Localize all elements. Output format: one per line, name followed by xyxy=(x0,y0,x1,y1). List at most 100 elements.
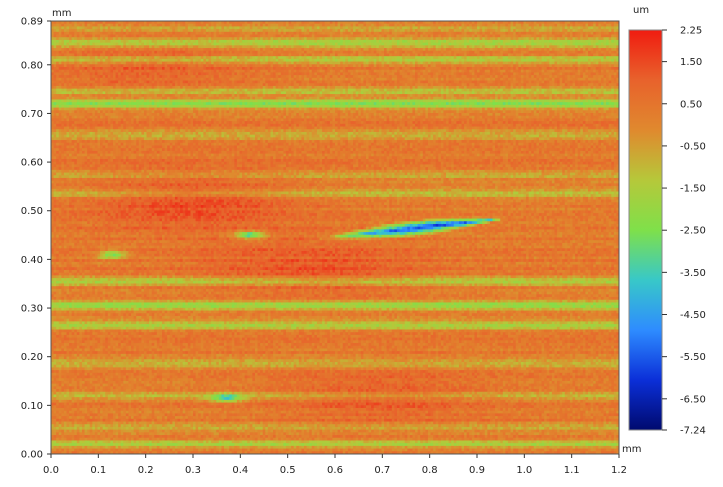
heatmap-cell xyxy=(227,62,230,65)
heatmap-cell xyxy=(338,64,341,67)
heatmap-cell xyxy=(446,70,449,73)
heatmap-cell xyxy=(604,51,607,54)
heatmap-cell xyxy=(139,45,142,48)
heatmap-cell xyxy=(307,70,310,73)
heatmap-cell xyxy=(361,59,364,62)
heatmap-cell xyxy=(296,62,299,65)
heatmap-cell xyxy=(157,24,160,27)
heatmap-cell xyxy=(363,24,366,27)
heatmap-cell xyxy=(273,64,276,67)
heatmap-cell xyxy=(593,40,596,43)
heatmap-cell xyxy=(203,45,206,48)
heatmap-cell xyxy=(438,72,441,75)
heatmap-cell xyxy=(531,51,534,54)
heatmap-cell xyxy=(443,43,446,46)
heatmap-cell xyxy=(147,45,150,48)
heatmap-cell xyxy=(144,32,147,35)
heatmap-cell xyxy=(508,26,511,29)
heatmap-cell xyxy=(384,53,387,56)
heatmap-cell xyxy=(134,62,137,65)
heatmap-cell xyxy=(190,56,193,59)
heatmap-cell xyxy=(216,40,219,43)
heatmap-cell xyxy=(87,53,90,56)
heatmap-cell xyxy=(224,24,227,27)
heatmap-cell xyxy=(121,32,124,35)
heatmap-cell xyxy=(366,72,369,75)
heatmap-cell xyxy=(446,37,449,40)
heatmap-cell xyxy=(232,51,235,54)
heatmap-cell xyxy=(500,48,503,51)
heatmap-cell xyxy=(208,72,211,75)
heatmap-cell xyxy=(232,24,235,27)
heatmap-cell xyxy=(268,26,271,29)
heatmap-cell xyxy=(165,43,168,46)
heatmap-cell xyxy=(400,43,403,46)
heatmap-cell xyxy=(353,56,356,59)
heatmap-cell xyxy=(449,70,452,73)
heatmap-cell xyxy=(575,24,578,27)
heatmap-cell xyxy=(123,40,126,43)
heatmap-cell xyxy=(593,35,596,38)
heatmap-cell xyxy=(165,56,168,59)
heatmap-cell xyxy=(296,59,299,62)
heatmap-cell xyxy=(601,64,604,67)
heatmap-cell xyxy=(232,72,235,75)
heatmap-cell xyxy=(511,48,514,51)
heatmap-cell xyxy=(198,62,201,65)
heatmap-cell xyxy=(539,43,542,46)
heatmap-cell xyxy=(580,45,583,48)
heatmap-cell xyxy=(431,40,434,43)
heatmap-cell xyxy=(565,37,568,40)
heatmap-cell xyxy=(518,72,521,75)
heatmap-cell xyxy=(118,62,121,65)
heatmap-cell xyxy=(172,45,175,48)
heatmap-cell xyxy=(258,53,261,56)
heatmap-cell xyxy=(428,26,431,29)
heatmap-cell xyxy=(601,37,604,40)
heatmap-cell xyxy=(549,35,552,38)
heatmap-cell xyxy=(500,64,503,67)
heatmap-cell xyxy=(505,24,508,27)
heatmap-cell xyxy=(431,26,434,29)
heatmap-cell xyxy=(330,70,333,73)
heatmap-cell xyxy=(309,37,312,40)
heatmap-cell xyxy=(449,24,452,27)
heatmap-cell xyxy=(410,40,413,43)
heatmap-cell xyxy=(381,67,384,70)
heatmap-cell xyxy=(103,56,106,59)
heatmap-cell xyxy=(583,56,586,59)
heatmap-cell xyxy=(198,48,201,51)
heatmap-cell xyxy=(549,70,552,73)
heatmap-cell xyxy=(575,53,578,56)
heatmap-cell xyxy=(443,59,446,62)
heatmap-cell xyxy=(423,70,426,73)
heatmap-cell xyxy=(609,40,612,43)
heatmap-cell xyxy=(281,37,284,40)
heatmap-cell xyxy=(72,53,75,56)
heatmap-cell xyxy=(580,70,583,73)
heatmap-cell xyxy=(392,26,395,29)
heatmap-cell xyxy=(490,40,493,43)
heatmap-cell xyxy=(77,45,80,48)
heatmap-cell xyxy=(583,45,586,48)
heatmap-cell xyxy=(611,64,614,67)
heatmap-cell xyxy=(126,35,129,38)
heatmap-cell xyxy=(580,67,583,70)
heatmap-cell xyxy=(544,59,547,62)
heatmap-cell xyxy=(165,40,168,43)
heatmap-cell xyxy=(301,59,304,62)
heatmap-cell xyxy=(405,64,408,67)
heatmap-cell xyxy=(358,26,361,29)
heatmap-cell xyxy=(547,45,550,48)
heatmap-cell xyxy=(469,56,472,59)
heatmap-cell xyxy=(320,53,323,56)
heatmap-cell xyxy=(366,43,369,46)
heatmap-cell xyxy=(216,24,219,27)
heatmap-cell xyxy=(159,37,162,40)
heatmap-cell xyxy=(85,29,88,32)
heatmap-cell xyxy=(469,59,472,62)
heatmap-cell xyxy=(560,56,563,59)
heatmap-cell xyxy=(203,67,206,70)
heatmap-cell xyxy=(513,67,516,70)
heatmap-cell xyxy=(591,45,594,48)
